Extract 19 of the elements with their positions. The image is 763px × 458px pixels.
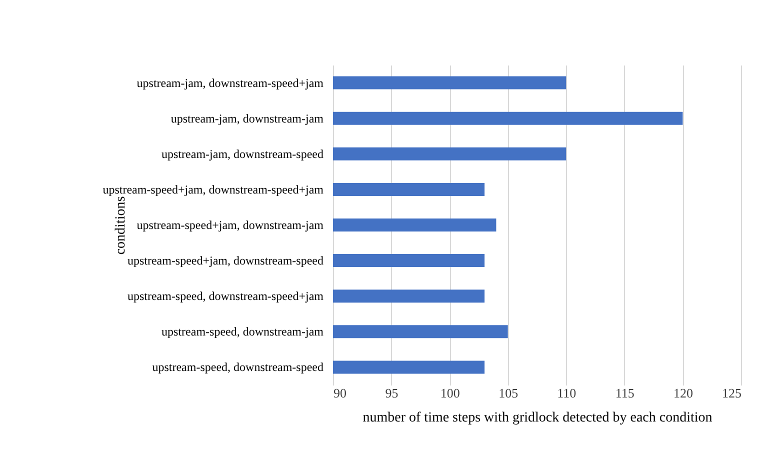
y-tick-label: upstream-speed, downstream-speed+jam [127,289,324,304]
x-tick-label: 105 [498,386,518,400]
y-tick-label: upstream-jam, downstream-jam [170,111,324,126]
x-tick-label: 100 [440,386,460,400]
x-axis-title: number of time steps with gridlock detected by each condition [362,410,712,426]
x-tick-label: 110 [557,386,576,400]
y-tick-label: upstream-speed+jam, downstream-speed [127,254,324,268]
x-tick-label: 125 [722,386,742,400]
y-tick-label: upstream-speed+jam, downstream-speed+jam [102,182,324,196]
y-tick-label: upstream-jam, downstream-speed [162,146,324,161]
x-tick-label: 95 [385,386,398,400]
y-tick-label: upstream-speed, downstream-speed [152,360,324,374]
x-tick-label: 90 [334,386,346,400]
y-tick-label: upstream-speed+jam, downstream-jam [136,218,324,232]
y-tick-label: upstream-jam, downstream-speed+jam [136,76,324,90]
y-tick-label: upstream-speed, downstream-jam [162,324,324,339]
x-tick-label: 120 [673,386,693,400]
y-axis-title: conditions [114,196,128,255]
x-tick-label: 115 [615,386,634,400]
